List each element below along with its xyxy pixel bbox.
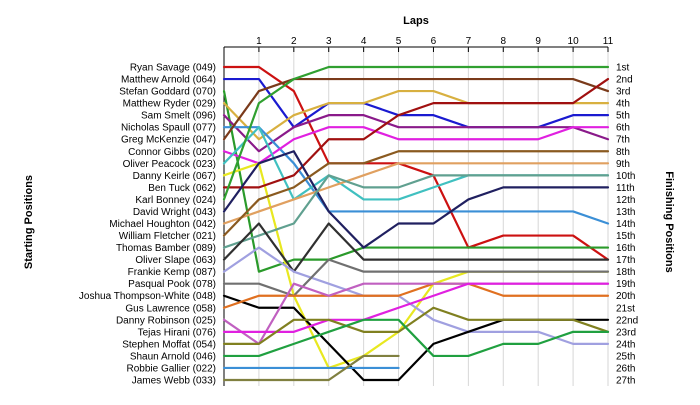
starting-position-label: Greg McKenzie (047): [121, 135, 216, 146]
series-line: [222, 306, 610, 345]
y-axis-title-left: Starting Positions: [23, 175, 35, 269]
starting-position-label: Sam Smelt (096): [141, 111, 216, 122]
starting-position-label: Connor Gibbs (020): [128, 147, 216, 158]
finishing-position-label: 24th: [616, 339, 635, 350]
series-line: [222, 114, 610, 153]
x-tick-label: 10: [568, 36, 580, 47]
finishing-position-label: 12th: [616, 195, 635, 206]
series-line: [222, 282, 610, 345]
starting-position-label: Joshua Thompson-White (048): [79, 291, 216, 302]
starting-position-label: Oliver Peacock (023): [123, 159, 216, 170]
series-line: [222, 126, 610, 225]
finishing-position-label: 8th: [616, 147, 630, 158]
starting-position-label: William Fletcher (021): [119, 231, 216, 242]
starting-position-label: Michael Houghton (042): [109, 219, 216, 230]
starting-position-label: Danny Keirle (067): [133, 171, 216, 182]
starting-position-label: Robbie Gallier (022): [127, 363, 217, 374]
series-line: [222, 126, 610, 165]
finishing-position-label: 14th: [616, 219, 635, 230]
finishing-position-label: 3rd: [616, 87, 630, 98]
series-line: [222, 282, 610, 333]
finishing-position-label: 10th: [616, 171, 635, 182]
series-line: [222, 246, 610, 345]
finishing-position-label: 9th: [616, 159, 630, 170]
series-lines: [222, 65, 610, 382]
finishing-position-label: 19th: [616, 279, 635, 290]
finishing-position-label: 27th: [616, 376, 635, 387]
starting-position-label: James Webb (033): [132, 376, 216, 387]
starting-position-label: Nicholas Spaull (077): [121, 123, 216, 134]
finishing-position-label: 17th: [616, 255, 635, 266]
series-line: [222, 150, 610, 249]
series-line: [222, 222, 610, 273]
finishing-position-label: 7th: [616, 135, 630, 146]
finishing-position-label: 20th: [616, 291, 635, 302]
starting-position-label: Ryan Savage (049): [130, 63, 216, 74]
x-tick-label: 6: [431, 36, 437, 47]
series-line: [222, 65, 610, 261]
starting-position-label: Karl Bonney (024): [135, 195, 216, 206]
starting-position-label: Matthew Ryder (029): [123, 99, 216, 110]
finishing-position-label: 21st: [616, 303, 635, 314]
x-tick-label: 2: [291, 36, 297, 47]
series-line: [222, 174, 610, 249]
x-tick-label: 7: [466, 36, 472, 47]
starting-position-label: Gus Lawrence (058): [125, 303, 216, 314]
series-line: [222, 354, 400, 382]
y-axis-title-right: Finishing Positions: [663, 171, 675, 272]
starting-position-label: Matthew Arnold (064): [121, 75, 216, 86]
finishing-position-label: 2nd: [616, 75, 633, 86]
starting-position-label: Stephen Moffat (054): [122, 339, 216, 350]
labels: Ryan Savage (049)Matthew Arnold (064)Ste…: [79, 63, 638, 387]
x-tick-label: 4: [361, 36, 367, 47]
finishing-position-label: 25th: [616, 351, 635, 362]
starting-position-label: Pasqual Pook (078): [128, 279, 216, 290]
finishing-position-label: 16th: [616, 243, 635, 254]
starting-position-label: Ben Tuck (062): [148, 183, 216, 194]
starting-position-label: Tejas Hirani (076): [138, 327, 216, 338]
finishing-position-label: 22nd: [616, 315, 638, 326]
starting-position-label: Oliver Slape (063): [135, 255, 216, 266]
finishing-position-label: 13th: [616, 207, 635, 218]
starting-position-label: Shaun Arnold (046): [130, 351, 216, 362]
finishing-position-label: 5th: [616, 111, 630, 122]
finishing-position-label: 4th: [616, 99, 630, 110]
series-line: [222, 150, 610, 237]
finishing-position-label: 1st: [616, 63, 630, 74]
starting-position-label: Frankie Kemp (087): [128, 267, 216, 278]
series-line: [222, 77, 610, 189]
x-tick-label: 9: [535, 36, 541, 47]
finishing-position-label: 6th: [616, 123, 630, 134]
finishing-position-label: 11th: [616, 183, 635, 194]
starting-position-label: Stefan Goddard (070): [119, 87, 216, 98]
x-tick-label: 3: [326, 36, 332, 47]
x-tick-label: 1: [256, 36, 262, 47]
series-line: [222, 65, 610, 201]
starting-position-label: Danny Robinson (025): [116, 315, 216, 326]
x-tick-label: 11: [603, 36, 614, 47]
series-line: [222, 89, 610, 273]
finishing-position-label: 15th: [616, 231, 635, 242]
x-tick-label: 8: [500, 36, 506, 47]
finishing-position-label: 23rd: [616, 327, 636, 338]
finishing-position-label: 26th: [616, 363, 635, 374]
finishing-position-label: 18th: [616, 267, 635, 278]
starting-position-label: Thomas Bamber (089): [116, 243, 216, 254]
series-line: [222, 77, 610, 141]
x-axis-title: Laps: [403, 15, 429, 27]
starting-position-label: David Wright (043): [133, 207, 216, 218]
x-tick-label: 5: [396, 36, 402, 47]
series-line: [222, 318, 610, 358]
series-line: [222, 162, 610, 225]
